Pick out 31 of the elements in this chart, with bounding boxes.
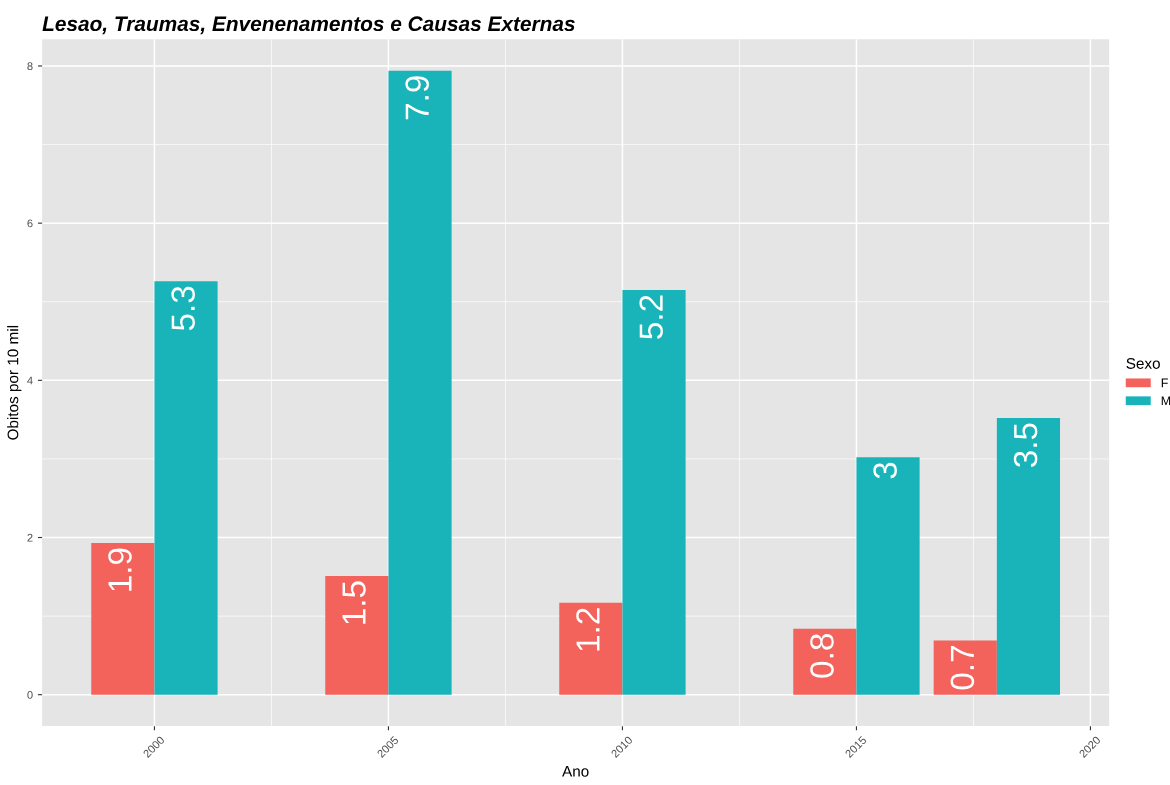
bar: [91, 543, 155, 695]
y-tick-label: 2: [27, 533, 33, 542]
bar: [793, 628, 857, 695]
y-axis-title: Obitos por 10 mil: [7, 325, 22, 440]
data-label: 3: [873, 462, 897, 479]
bar: [559, 602, 623, 695]
bar: [856, 457, 920, 695]
legend-label: F: [1161, 378, 1168, 388]
data-label: 3.5: [1013, 423, 1038, 468]
legend-title: Sexo: [1126, 358, 1160, 369]
data-label: 7.9: [405, 76, 429, 120]
data-label: 5.3: [171, 286, 195, 331]
bar: [388, 70, 452, 695]
bar: [622, 289, 686, 695]
data-label: 1.5: [342, 581, 366, 624]
y-tick-label: 8: [27, 62, 33, 71]
bar: [933, 640, 997, 695]
data-label: 0.7: [950, 646, 975, 690]
y-tick-label: 0: [27, 690, 33, 699]
bar: [325, 576, 389, 695]
data-label: 1.9: [108, 548, 132, 591]
y-tick-label: 6: [27, 219, 33, 228]
legend-label: M: [1161, 396, 1170, 406]
bar: [996, 418, 1061, 695]
data-label: 0.8: [810, 634, 834, 678]
data-label: 1.2: [576, 608, 600, 651]
x-axis-title: Ano: [562, 766, 589, 777]
data-label: 5.2: [639, 295, 663, 339]
bar: [154, 281, 218, 695]
y-tick-label: 4: [27, 376, 33, 385]
chart-title: Lesao, Traumas, Envenenamentos e Causas Externas: [42, 16, 575, 35]
